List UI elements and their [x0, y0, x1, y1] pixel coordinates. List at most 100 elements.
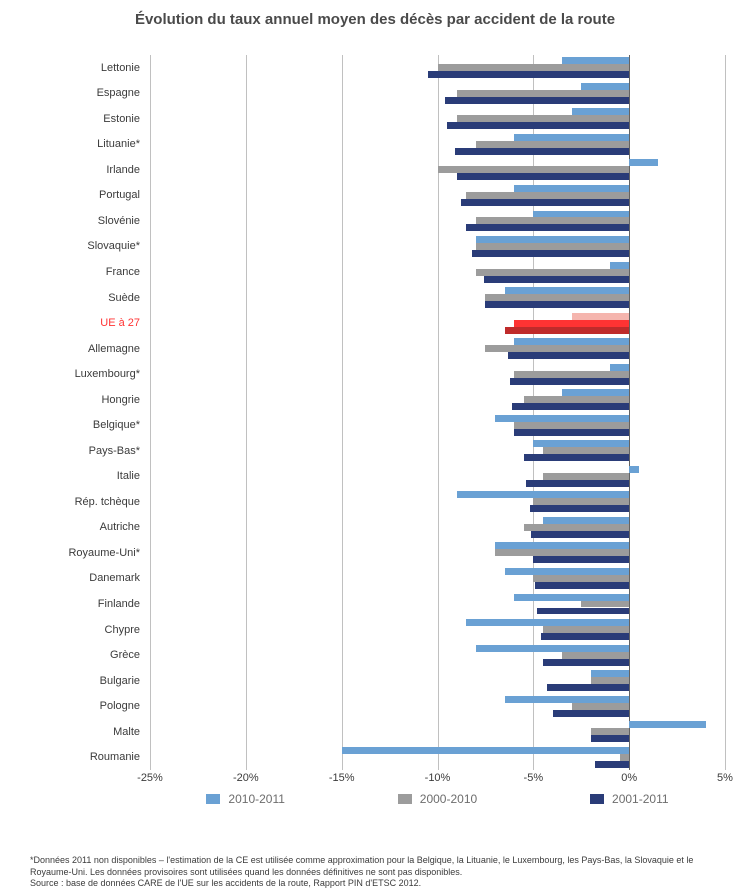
- bar: [150, 440, 725, 447]
- bar: [150, 108, 725, 115]
- bar: [150, 57, 725, 64]
- category-label: Estonie: [0, 108, 140, 129]
- x-tick-label: -10%: [425, 772, 451, 784]
- bar: [150, 754, 725, 761]
- bar: [150, 262, 725, 269]
- legend-swatch: [206, 794, 220, 804]
- bar: [150, 670, 725, 677]
- gridline: [725, 55, 726, 770]
- category-label: UE à 27: [0, 313, 140, 334]
- category-label: Lituanie*: [0, 134, 140, 155]
- bar: [150, 659, 725, 666]
- bar: [150, 505, 725, 512]
- bar: [150, 633, 725, 640]
- y-axis-labels: LettonieEspagneEstonieLituanie*IrlandePo…: [0, 55, 145, 770]
- bar: [150, 134, 725, 141]
- bar: [150, 166, 725, 173]
- chart-footnote: *Données 2011 non disponibles – l'estima…: [30, 855, 720, 889]
- bar: [150, 192, 725, 199]
- bar: [150, 422, 725, 429]
- bar: [150, 575, 725, 582]
- bar: [150, 466, 725, 473]
- category-label: Hongrie: [0, 389, 140, 410]
- bar: [150, 568, 725, 575]
- bar: [150, 415, 725, 422]
- bar: [150, 327, 725, 334]
- x-tick-label: 5%: [717, 772, 733, 784]
- bar: [150, 269, 725, 276]
- bar: [150, 728, 725, 735]
- bar: [150, 761, 725, 768]
- category-label: Roumanie: [0, 747, 140, 768]
- bar: [150, 531, 725, 538]
- bar: [150, 352, 725, 359]
- category-label: France: [0, 262, 140, 283]
- category-label: Slovaquie*: [0, 236, 140, 257]
- legend-item: 2010-2011: [206, 792, 285, 806]
- plot-area: [150, 55, 725, 770]
- x-tick-label: -5%: [524, 772, 544, 784]
- bar: [150, 115, 725, 122]
- category-label: Chypre: [0, 619, 140, 640]
- bar: [150, 338, 725, 345]
- bar: [150, 159, 725, 166]
- category-label: Pays-Bas*: [0, 440, 140, 461]
- bar: [150, 141, 725, 148]
- bar: [150, 480, 725, 487]
- category-label: Portugal: [0, 185, 140, 206]
- bar: [150, 645, 725, 652]
- bar: [150, 498, 725, 505]
- bar: [150, 542, 725, 549]
- bar: [150, 549, 725, 556]
- bar: [150, 217, 725, 224]
- bar: [150, 626, 725, 633]
- x-tick-label: -15%: [329, 772, 355, 784]
- x-tick-label: -20%: [233, 772, 259, 784]
- bar: [150, 454, 725, 461]
- category-label: Espagne: [0, 83, 140, 104]
- bar: [150, 71, 725, 78]
- x-axis-labels: -25%-20%-15%-10%-5%0%5%: [150, 772, 725, 790]
- legend-item: 2001-2011: [590, 792, 669, 806]
- bar: [150, 601, 725, 608]
- bar: [150, 211, 725, 218]
- x-tick-label: -25%: [137, 772, 163, 784]
- bar: [150, 97, 725, 104]
- bar: [150, 619, 725, 626]
- category-label: Danemark: [0, 568, 140, 589]
- bar: [150, 276, 725, 283]
- bar: [150, 371, 725, 378]
- bar: [150, 447, 725, 454]
- bar: [150, 396, 725, 403]
- category-label: Lettonie: [0, 57, 140, 78]
- category-label: Finlande: [0, 594, 140, 615]
- bar: [150, 582, 725, 589]
- bar: [150, 389, 725, 396]
- legend-label: 2000-2010: [420, 792, 477, 806]
- bar: [150, 294, 725, 301]
- legend-label: 2010-2011: [228, 792, 285, 806]
- bar: [150, 148, 725, 155]
- category-label: Royaume-Uni*: [0, 542, 140, 563]
- legend-label: 2001-2011: [612, 792, 669, 806]
- bar: [150, 677, 725, 684]
- bar: [150, 364, 725, 371]
- bar: [150, 301, 725, 308]
- x-tick-label: 0%: [621, 772, 637, 784]
- bar: [150, 64, 725, 71]
- category-label: Bulgarie: [0, 670, 140, 691]
- category-label: Slovénie: [0, 211, 140, 232]
- bar: [150, 524, 725, 531]
- bar: [150, 224, 725, 231]
- category-label: Malte: [0, 721, 140, 742]
- bar: [150, 429, 725, 436]
- bar: [150, 236, 725, 243]
- bars-layer: [150, 55, 725, 770]
- category-label: Grèce: [0, 645, 140, 666]
- bar: [150, 199, 725, 206]
- category-label: Belgique*: [0, 415, 140, 436]
- category-label: Suède: [0, 287, 140, 308]
- bar: [150, 517, 725, 524]
- bar: [150, 122, 725, 129]
- bar: [150, 556, 725, 563]
